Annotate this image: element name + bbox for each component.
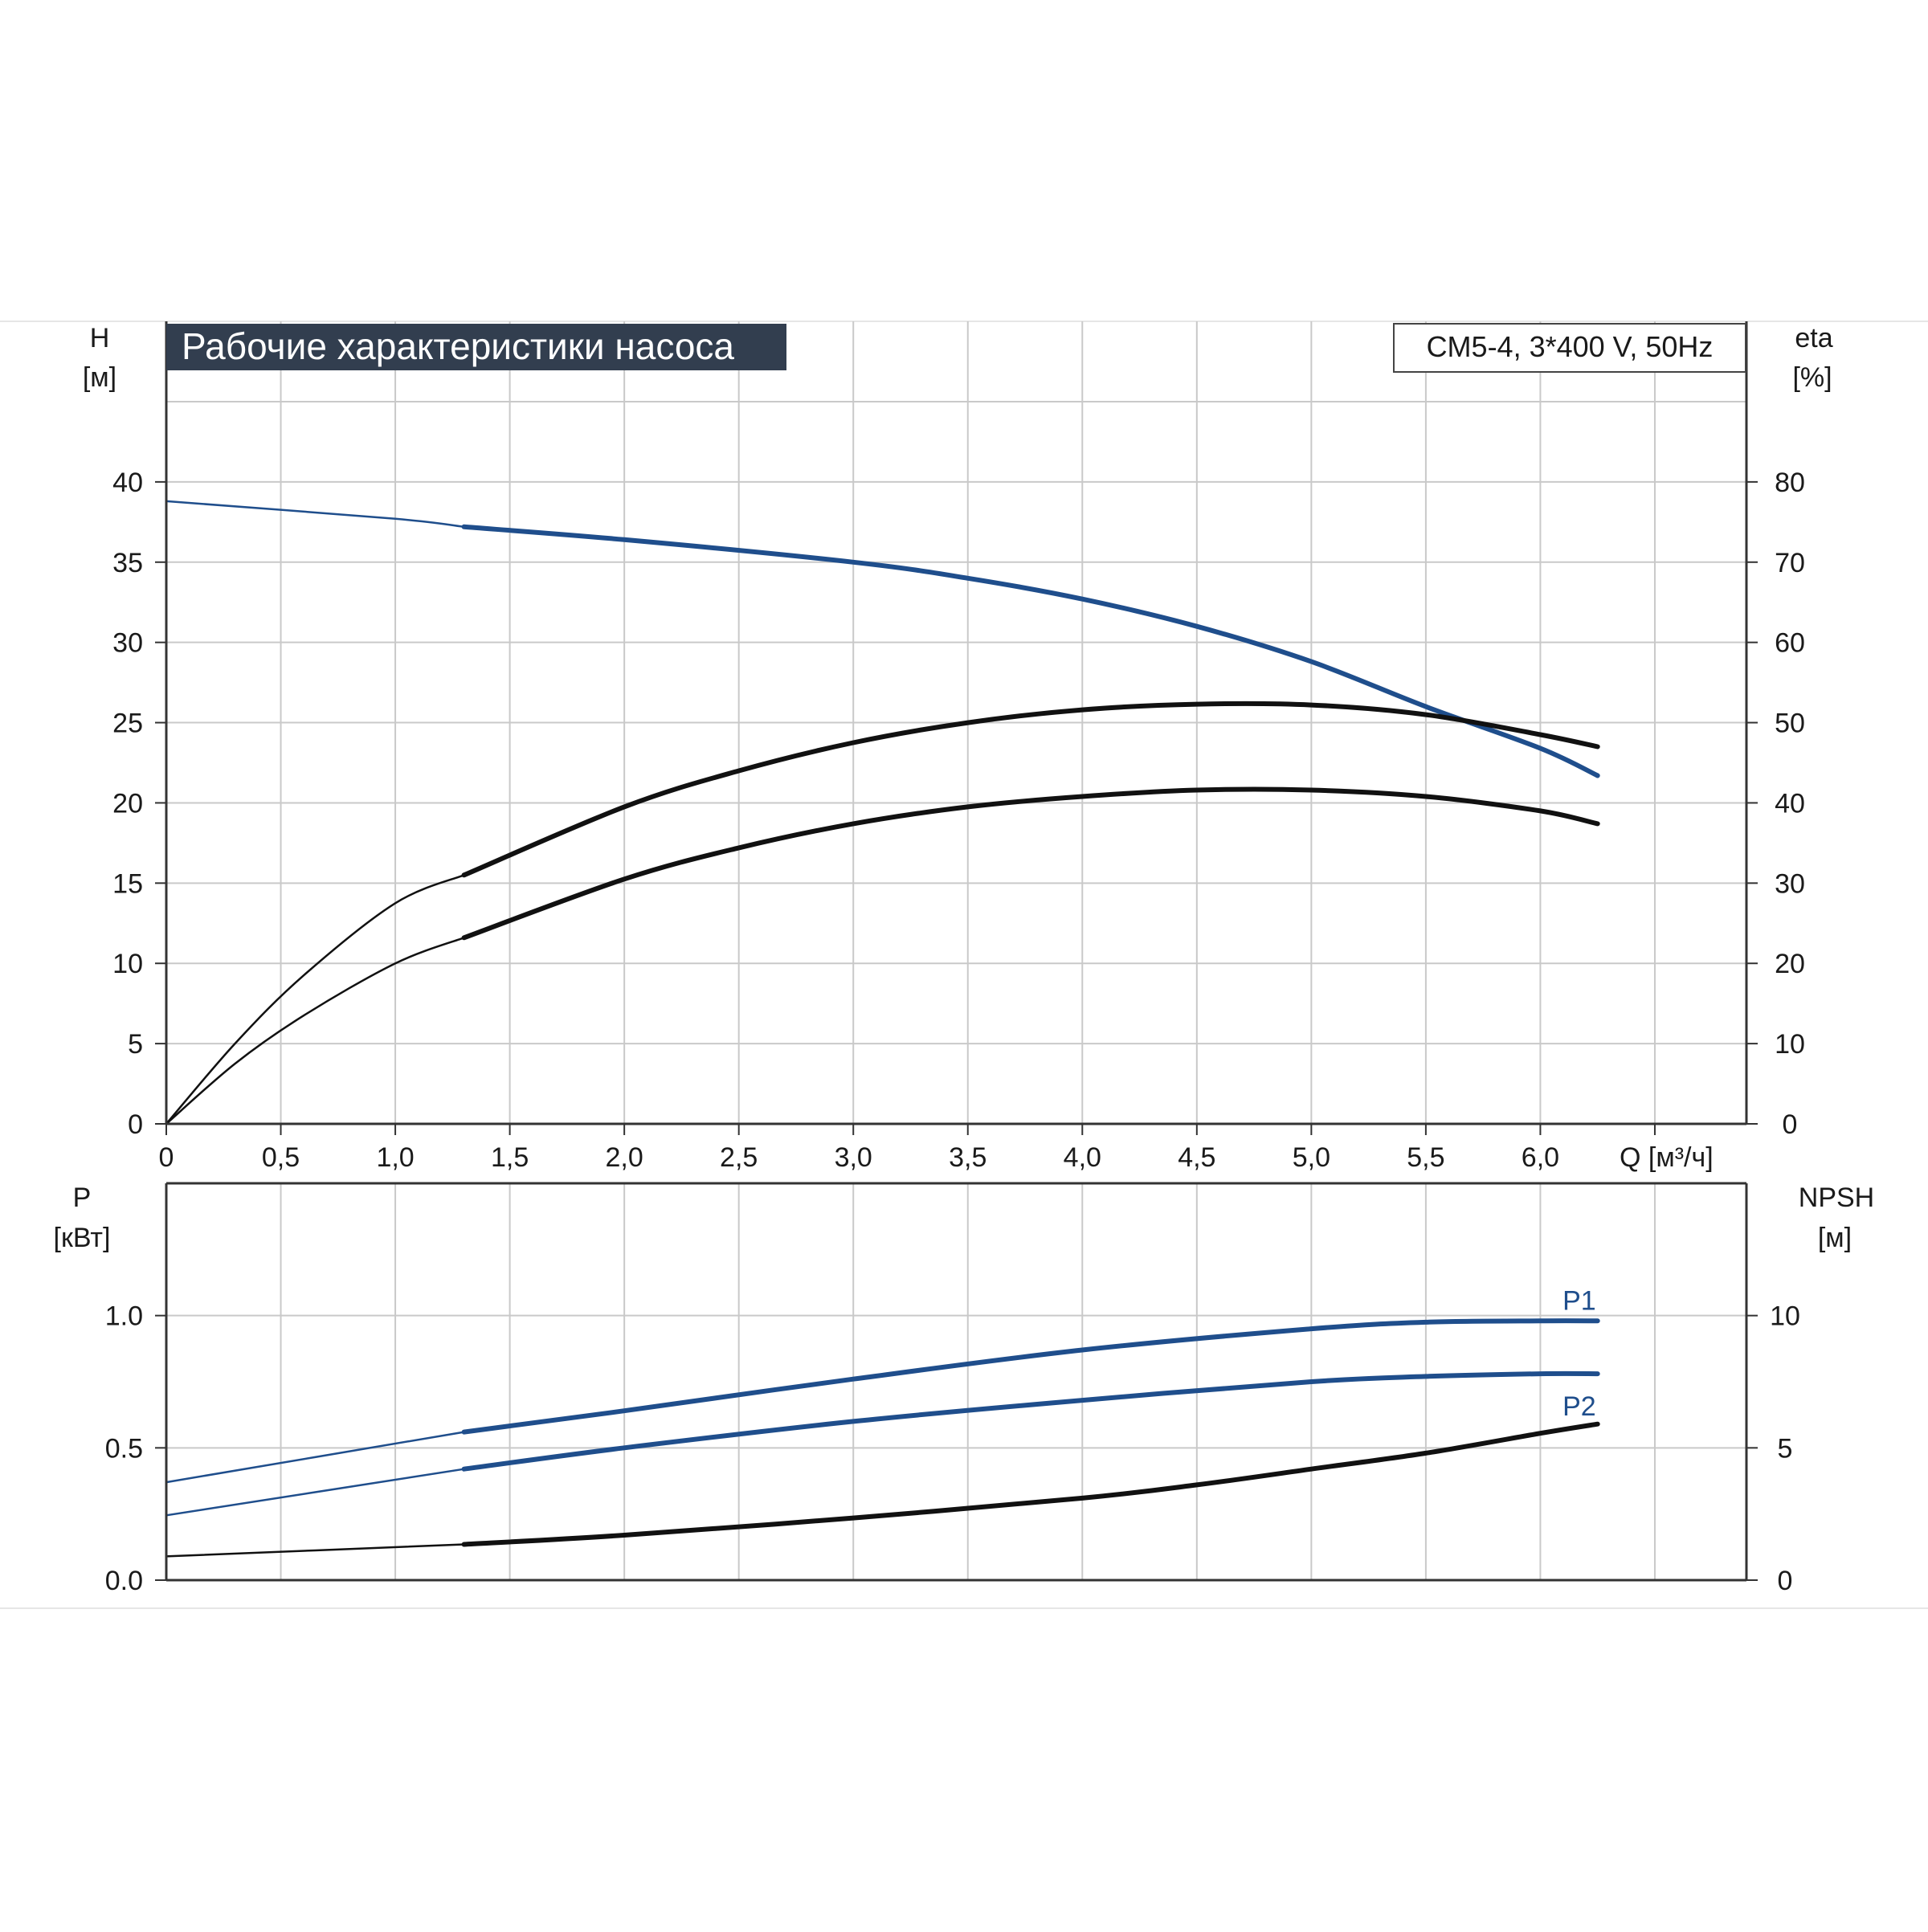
- p-tick-label: 1.0: [105, 1301, 143, 1332]
- eta-2-curve-extended: [165, 937, 465, 1125]
- curves: [165, 500, 1600, 1558]
- h-0-curve-extended: [165, 500, 465, 529]
- x-tick-label: 3,0: [835, 1142, 872, 1173]
- h-tick-label: 20: [112, 788, 143, 819]
- eta-tick-label: 20: [1775, 949, 1805, 979]
- p-tick-label: 0.5: [105, 1433, 143, 1464]
- eta-2-curve: [461, 786, 1600, 941]
- eta-tick-label: 80: [1775, 468, 1805, 498]
- npsh-tick-label: 10: [1770, 1301, 1800, 1332]
- h-axis-unit: [м]: [83, 362, 116, 393]
- eta-tick-label: 10: [1775, 1029, 1805, 1060]
- model-box: [1393, 323, 1746, 373]
- plot-frames: [155, 321, 1758, 1582]
- eta-tick-label: 50: [1775, 709, 1805, 739]
- x-tick-label: 2,0: [606, 1142, 643, 1173]
- x-tick-label: 3,5: [949, 1142, 986, 1173]
- p-tick-label: 0.0: [105, 1566, 143, 1596]
- h-0-curve: [461, 524, 1600, 778]
- x-tick-label: 4,0: [1064, 1142, 1101, 1173]
- npsh-tick-label: 5: [1778, 1433, 1793, 1464]
- series-labels: P1 P2: [1562, 1285, 1596, 1422]
- grid: [166, 321, 1746, 1580]
- title-box: [166, 324, 786, 370]
- p2-curve-extended: [165, 1468, 465, 1517]
- eta-tick-label: 40: [1775, 788, 1805, 819]
- series-label-p1: P1: [1562, 1285, 1596, 1316]
- x-tick-label: 2,5: [720, 1142, 758, 1173]
- eta-tick-label: 70: [1775, 548, 1805, 578]
- npsh-5-curve: [461, 1421, 1600, 1547]
- eta-tick-label: 30: [1775, 868, 1805, 899]
- eta-1-curve-extended: [165, 874, 465, 1125]
- h-tick-label: 5: [128, 1029, 143, 1060]
- p-axis-unit: [кВт]: [54, 1223, 111, 1253]
- h-tick-label: 35: [112, 548, 143, 578]
- p1-curve-extended: [165, 1431, 465, 1484]
- npsh-axis-name: NPSH: [1799, 1182, 1874, 1213]
- h-tick-label: 10: [112, 949, 143, 979]
- eta-tick-label: 0: [1783, 1109, 1798, 1140]
- h-tick-label: 25: [112, 709, 143, 739]
- eta-tick-label: 60: [1775, 628, 1805, 659]
- eta-1-curve: [461, 701, 1600, 878]
- p1-curve: [461, 1318, 1600, 1435]
- model-label: CM5-4, 3*400 V, 50Hz: [1427, 330, 1714, 363]
- h-tick-label: 0: [128, 1109, 143, 1140]
- eta-axis-name: eta: [1795, 323, 1832, 353]
- h-axis-name: H: [90, 323, 110, 353]
- npsh-5-curve-extended: [165, 1543, 465, 1558]
- h-tick-label: 40: [112, 468, 143, 498]
- x-tick-label: 5,0: [1293, 1142, 1330, 1173]
- eta-axis-unit: [%]: [1792, 362, 1832, 393]
- npsh-tick-label: 0: [1778, 1566, 1793, 1596]
- x-tick-label: 0,5: [262, 1142, 300, 1173]
- x-tick-label: 0: [159, 1142, 174, 1173]
- x-tick-label: 1,0: [376, 1142, 414, 1173]
- x-tick-label: 1,5: [491, 1142, 529, 1173]
- npsh-axis-unit: [м]: [1818, 1223, 1852, 1253]
- p2-curve: [461, 1370, 1600, 1472]
- p-axis-name: P: [73, 1182, 92, 1213]
- h-tick-label: 15: [112, 868, 143, 899]
- h-tick-label: 30: [112, 628, 143, 659]
- x-tick-label: 4,5: [1178, 1142, 1215, 1173]
- series-label-p2: P2: [1562, 1391, 1596, 1422]
- x-tick-label: 6,0: [1522, 1142, 1559, 1173]
- chart-title: Рабочие характеристики насоса: [182, 325, 734, 367]
- x-axis-label: Q [м³/ч]: [1620, 1142, 1714, 1173]
- x-tick-label: 5,5: [1407, 1142, 1444, 1173]
